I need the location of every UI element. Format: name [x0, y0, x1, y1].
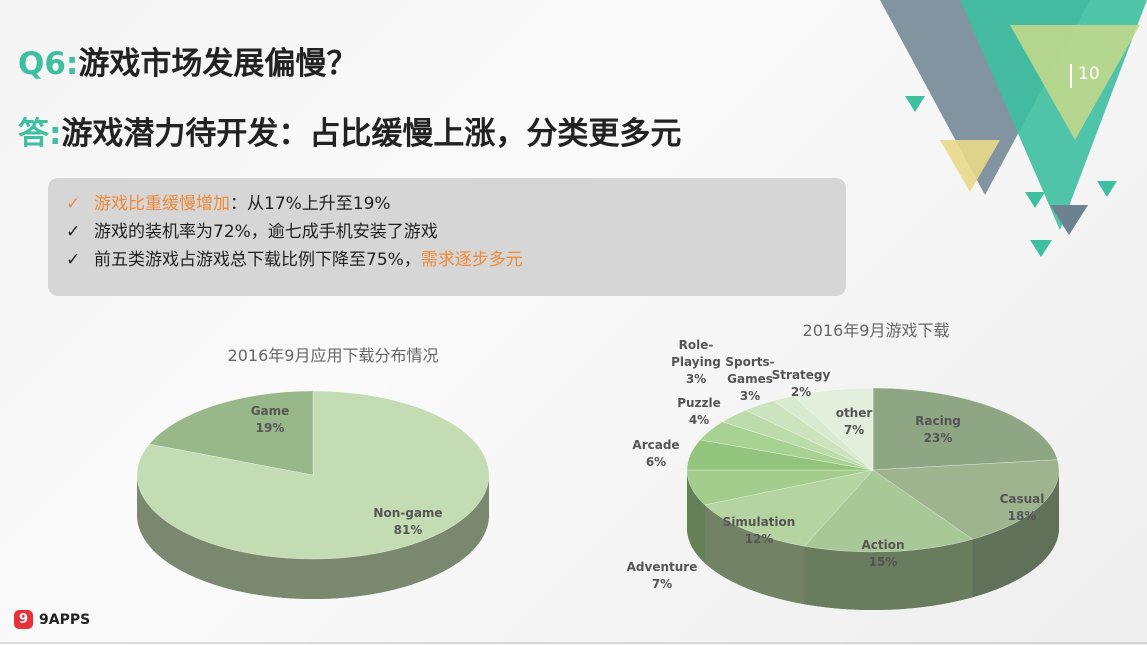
- check-icon: ✓: [66, 250, 81, 270]
- pie-chart-1: 2016年9月游戏下载 Racing 23% Casual 18% Action 15% Si…: [627, 321, 1060, 610]
- slice-label: other 7%: [836, 406, 873, 437]
- pie-slice-side: [972, 470, 1059, 598]
- slice-label: Puzzle 4%: [677, 396, 721, 427]
- q-prefix: Q6:: [18, 46, 79, 82]
- logo-icon: 9: [14, 610, 33, 629]
- slice-label: Casual 18%: [1000, 492, 1045, 523]
- pie-slice[interactable]: [872, 387, 1058, 471]
- slice-label: Role-Playing 3%: [671, 338, 721, 386]
- page-number: 10: [1070, 64, 1100, 88]
- a-text: 游戏潜力待开发：占比缓慢上涨，分类更多元: [61, 116, 682, 152]
- slice-label: Racing 23%: [915, 414, 961, 445]
- slice-label: Strategy 2%: [772, 368, 831, 399]
- slice-label: Adventure 7%: [627, 560, 698, 591]
- pie-slice[interactable]: [793, 387, 874, 471]
- slice-label: Sports-Games 3%: [725, 355, 774, 403]
- bullet-item: ✓ 游戏比重缓慢增加：从17%上升至19%: [66, 190, 846, 218]
- pie-slice[interactable]: [704, 469, 874, 547]
- slice-label: Non-game 81%: [373, 506, 442, 537]
- logo-text: 9APPS: [39, 611, 91, 628]
- pie-slice-side: [687, 470, 705, 563]
- pie-slice-side: [704, 504, 805, 605]
- bullet-text: 游戏的装机率为72%，逾七成手机安装了游戏: [94, 222, 438, 242]
- q-text: 游戏市场发展偏慢？: [78, 46, 358, 82]
- slice-label: Action 15%: [861, 538, 904, 569]
- bullet-item: ✓ 前五类游戏占游戏总下载比例下降至75%，需求逐步多元: [66, 246, 846, 274]
- pie-slice[interactable]: [804, 469, 974, 553]
- bullet-text: 前五类游戏占游戏总下载比例下降至75%，: [94, 250, 421, 270]
- bullet-highlight: 游戏比重缓慢增加: [94, 194, 230, 214]
- pie-slice-side: [137, 475, 489, 599]
- a-prefix: 答:: [18, 116, 62, 152]
- bullet-text: ：从17%上升至19%: [230, 194, 391, 214]
- answer-title: 答:游戏潜力待开发：占比缓慢上涨，分类更多元: [18, 108, 681, 153]
- chart-title: 2016年9月应用下载分布情况: [228, 346, 439, 365]
- slice-label: Simulation 12%: [723, 515, 796, 546]
- pie-slice[interactable]: [136, 390, 490, 560]
- slice-label: Arcade 6%: [632, 438, 679, 469]
- pie-slice[interactable]: [149, 390, 314, 476]
- bullet-item: ✓ 游戏的装机率为72%，逾七成手机安装了游戏: [66, 218, 846, 246]
- bullet-highlight: 需求逐步多元: [420, 250, 523, 270]
- chart-title: 2016年9月游戏下载: [803, 321, 950, 340]
- check-icon: ✓: [66, 194, 81, 214]
- pie-slice[interactable]: [872, 459, 1060, 540]
- logo: 9 9APPS: [14, 610, 90, 629]
- check-icon: ✓: [66, 222, 81, 242]
- pie-slice-side: [804, 539, 973, 610]
- slice-label: Game 19%: [251, 404, 290, 435]
- bullet-box: ✓ 游戏比重缓慢增加：从17%上升至19% ✓ 游戏的装机率为72%，逾七成手机安装…: [48, 178, 846, 296]
- question-title: Q6:游戏市场发展偏慢？: [18, 38, 357, 83]
- pie-chart-0: 2016年9月应用下载分布情况 Non-game 81% Game 19%: [136, 346, 490, 599]
